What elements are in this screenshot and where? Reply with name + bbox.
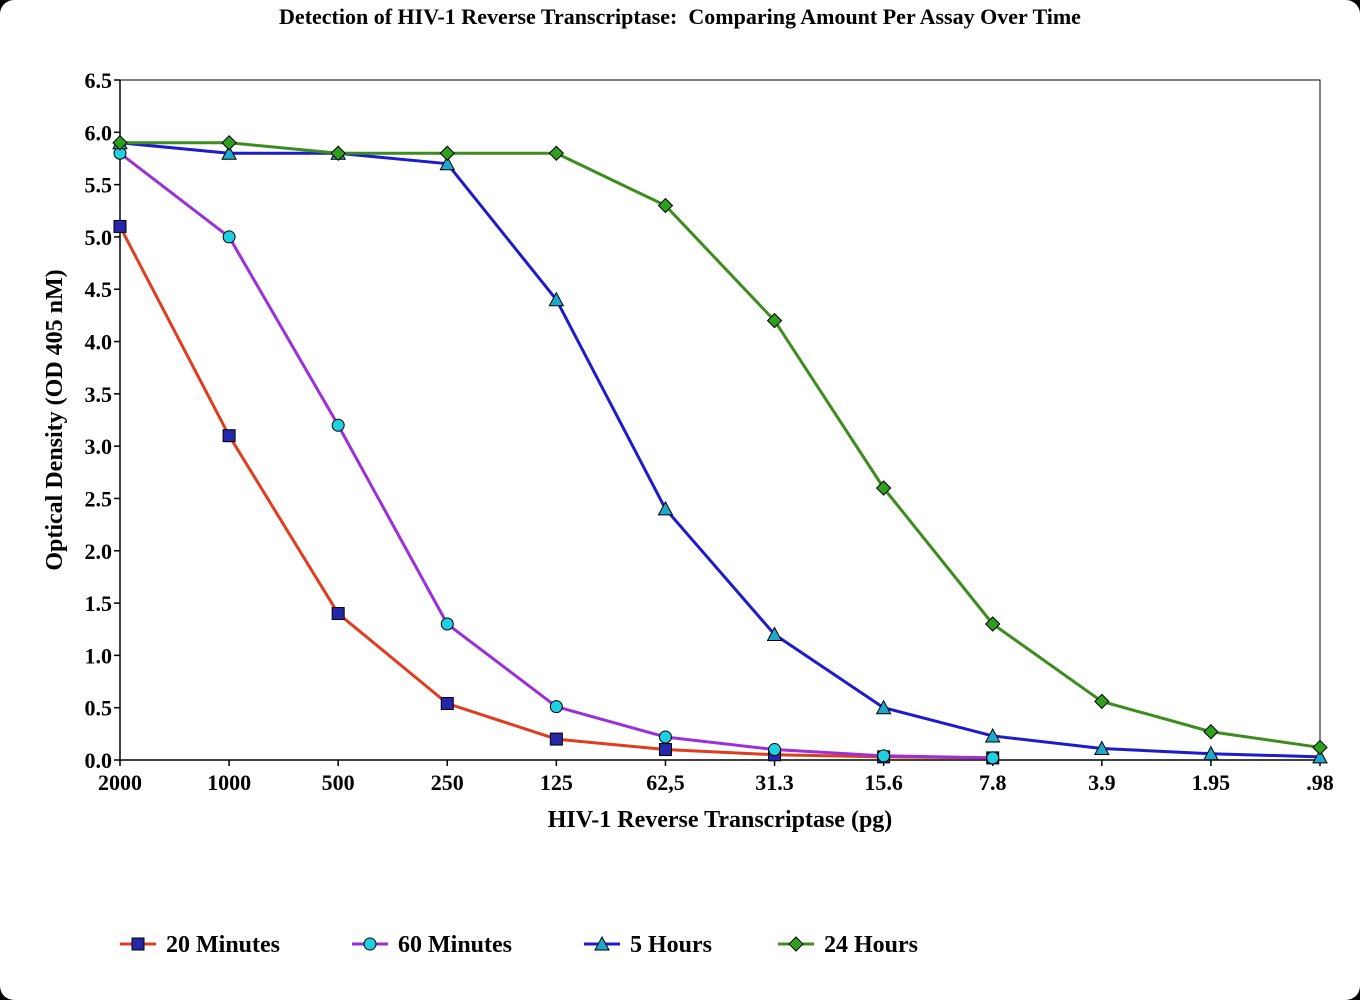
chart-title: Detection of HIV-1 Reverse Transcriptase…: [279, 4, 1081, 29]
legend-label: 20 Minutes: [166, 932, 280, 958]
y-tick-label: 4.5: [85, 277, 113, 302]
data-point-marker: [658, 730, 672, 744]
y-tick-label: 5.0: [85, 225, 113, 250]
legend-item: 5 Hours: [584, 932, 712, 958]
data-point-marker: [221, 145, 237, 160]
x-tick-label: 31.3: [755, 770, 794, 795]
data-point-marker: [986, 751, 1000, 765]
y-tick-label: 2.5: [85, 486, 113, 511]
series-group: [112, 134, 1328, 765]
y-tick-label: 1.0: [85, 643, 113, 668]
series-2: [112, 134, 1328, 764]
data-point-marker: [875, 699, 892, 715]
y-tick-label: 6.0: [85, 120, 113, 145]
data-point-marker: [440, 617, 454, 631]
y-axis-label: Optical Density (OD 405 nM): [42, 269, 68, 570]
data-point-marker: [548, 145, 565, 161]
legend-item: 24 Hours: [778, 932, 918, 958]
x-tick-label: 15.6: [864, 770, 903, 795]
data-point-marker: [439, 145, 455, 161]
data-point-marker: [222, 429, 236, 443]
legend-item: 20 Minutes: [120, 932, 280, 958]
data-point-marker: [112, 135, 128, 151]
y-tick-label: 2.0: [85, 539, 113, 564]
data-point-marker: [1203, 724, 1219, 740]
data-point-marker: [439, 155, 456, 171]
legend-label: 60 Minutes: [398, 932, 512, 958]
data-point-marker: [330, 145, 346, 161]
data-point-marker: [549, 732, 563, 746]
y-tick-label: 4.0: [85, 330, 113, 355]
legend-swatch-marker: [594, 935, 610, 951]
data-point-marker: [549, 700, 563, 714]
y-axis-ticks: 0.0 0.5 1.0 1.5 2.0 2.5 3.0 3.5 4.0 4.5 5.0 5.5 6.0 6…: [85, 68, 120, 773]
series-line: [119, 141, 1321, 759]
data-point-marker: [1312, 748, 1328, 764]
data-point-marker: [985, 616, 1001, 632]
legend-swatch-marker: [363, 937, 377, 951]
data-point-marker: [1094, 693, 1110, 710]
legend-swatch-marker: [131, 937, 145, 951]
x-tick-label: 1000: [207, 770, 251, 795]
y-tick-label: 3.5: [85, 382, 113, 407]
series-1: [113, 146, 1000, 765]
y-tick-label: 1.5: [85, 591, 113, 616]
data-point-marker: [1093, 740, 1110, 755]
data-point-marker: [221, 135, 237, 151]
x-tick-label: 2000: [98, 770, 142, 795]
data-point-marker: [877, 749, 891, 763]
data-point-marker: [766, 312, 783, 329]
data-point-marker: [657, 197, 674, 214]
data-point-marker: [222, 230, 236, 244]
x-tick-label: 250: [431, 770, 464, 795]
data-point-marker: [984, 727, 1001, 743]
legend-label: 24 Hours: [824, 932, 918, 958]
series-3: [112, 135, 1328, 756]
legend-swatch-marker: [788, 936, 804, 952]
x-tick-label: 125: [540, 770, 573, 795]
x-tick-label: 1.95: [1192, 770, 1231, 795]
data-point-marker: [657, 500, 674, 516]
y-tick-label: 0.0: [85, 748, 113, 773]
x-tick-label: 500: [322, 770, 355, 795]
data-point-marker: [113, 219, 127, 233]
x-axis-label: HIV-1 Reverse Transcriptase (pg): [548, 807, 893, 833]
data-point-marker: [331, 607, 345, 621]
y-tick-label: 0.5: [85, 696, 113, 721]
x-tick-label: .98: [1306, 770, 1334, 795]
x-axis-ticks: 2000 1000 500 250 125 62,5 31.3 15.6 7.8 3.9 1.95.…: [98, 760, 1334, 795]
data-point-marker: [768, 743, 782, 757]
legend-item: 60 Minutes: [352, 932, 512, 958]
data-point-marker: [1203, 745, 1219, 761]
x-tick-label: 3.9: [1088, 770, 1116, 795]
x-tick-label: 7.8: [979, 770, 1007, 795]
plot-area: [119, 79, 1321, 761]
data-point-marker: [1312, 739, 1328, 756]
data-point-marker: [331, 418, 345, 432]
y-tick-label: 5.5: [85, 173, 113, 198]
data-point-marker: [766, 626, 783, 641]
data-point-marker: [548, 291, 565, 307]
data-point-marker: [440, 697, 454, 711]
series-line: [120, 141, 1321, 749]
legend-label: 5 Hours: [630, 932, 712, 958]
data-point-marker: [875, 480, 892, 496]
legend: 20 Minutes 60 Minutes 5 Hours 24 Hours: [120, 932, 918, 958]
y-tick-label: 6.5: [85, 68, 113, 93]
data-point-marker: [658, 743, 672, 757]
x-tick-label: 62,5: [646, 770, 685, 795]
y-tick-label: 3.0: [85, 434, 113, 459]
